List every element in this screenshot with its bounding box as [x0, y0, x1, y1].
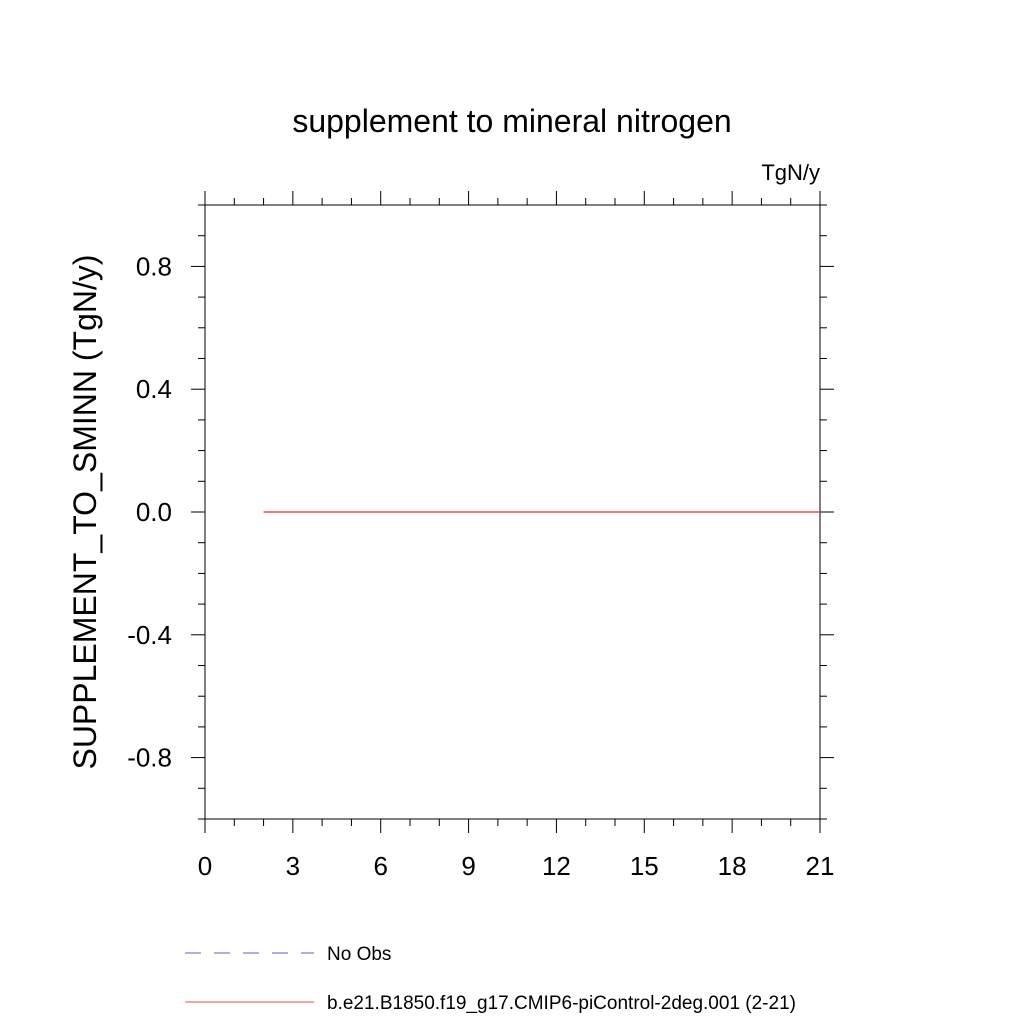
x-tick-label: 3 [286, 851, 300, 881]
tick-labels: 0 3 6 9 12 15 18 21 0.8 0.4 0.0 -0.4 -0.8 [127, 251, 834, 881]
x-tick-label: 12 [542, 851, 571, 881]
legend-label: b.e21.B1850.f19_g17.CMIP6-piControl-2deg… [327, 993, 796, 1014]
y-tick-label: 0.4 [136, 374, 172, 404]
x-tick-label: 0 [198, 851, 212, 881]
y-axis-label: SUPPLEMENT_TO_SMINN (TgN/y) [67, 254, 103, 769]
legend-label: No Obs [327, 944, 391, 965]
axis-ticks [191, 191, 834, 833]
x-tick-label: 15 [630, 851, 659, 881]
x-tick-label: 9 [461, 851, 475, 881]
x-tick-label: 18 [718, 851, 747, 881]
x-tick-label: 6 [373, 851, 387, 881]
y-tick-label: 0.0 [136, 497, 172, 527]
x-tick-label: 21 [806, 851, 835, 881]
units-label: TgN/y [761, 160, 820, 185]
chart-title: supplement to mineral nitrogen [292, 103, 731, 139]
y-tick-label: 0.8 [136, 251, 172, 281]
legend: No Obs b.e21.B1850.f19_g17.CMIP6-piContro… [185, 944, 796, 1014]
y-tick-label: -0.8 [127, 743, 172, 773]
y-tick-label: -0.4 [127, 620, 172, 650]
